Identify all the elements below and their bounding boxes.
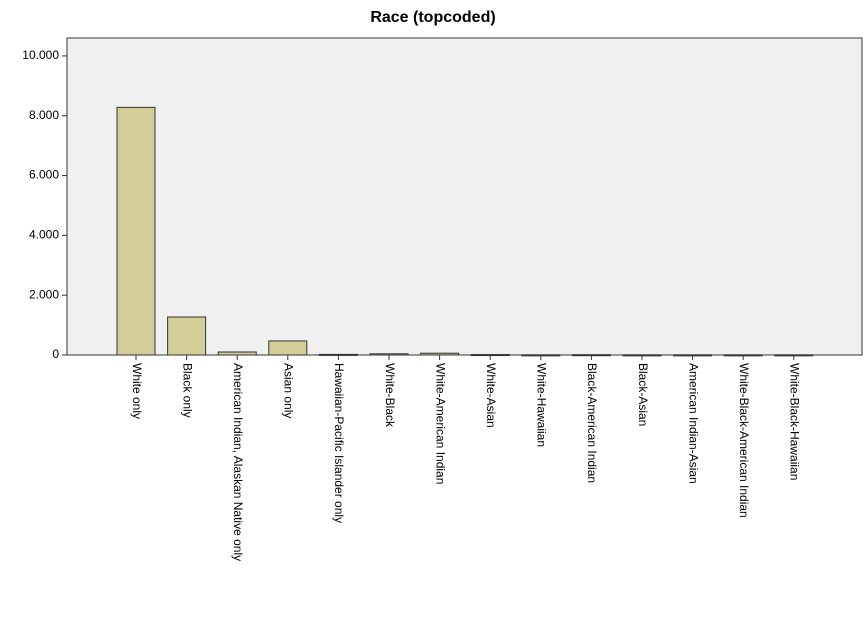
y-tick-label: 6.000 <box>29 168 59 182</box>
x-tick-label: White-Hawaiian <box>535 363 549 447</box>
bar <box>470 354 510 357</box>
x-tick-label: Black only <box>180 363 194 418</box>
plot-area <box>66 37 863 356</box>
x-tick-label: White-Black-American Indian <box>737 363 751 518</box>
y-tick-label: 2.000 <box>29 287 59 301</box>
bar <box>318 353 358 356</box>
bar <box>774 354 814 357</box>
x-tick-label: Hawaiian-Pacific Islander only <box>332 363 346 523</box>
bar <box>420 352 460 356</box>
x-tick-label: White-American Indian <box>433 363 447 484</box>
chart-title: Race (topcoded) <box>370 9 495 26</box>
x-tick-label: White only <box>130 363 144 419</box>
bar <box>116 106 156 356</box>
y-tick-label: 0 <box>52 347 59 361</box>
y-tick-label: 4.000 <box>29 228 59 242</box>
bar <box>571 354 611 357</box>
bar <box>521 354 561 357</box>
bar <box>369 353 409 356</box>
bar <box>622 354 662 357</box>
x-tick-label: Asian only <box>282 363 296 418</box>
bar <box>723 354 763 357</box>
y-tick-label: 8.000 <box>29 108 59 122</box>
x-tick-label: Black-Asian <box>636 363 650 426</box>
x-tick-label: White-Asian <box>484 363 498 428</box>
bar <box>167 316 207 356</box>
x-tick-label: American Indian, Alaskan Native only <box>231 363 245 561</box>
x-tick-label: White-Black-Hawaiian <box>788 363 802 480</box>
y-tick-label: 10.000 <box>22 48 59 62</box>
bar <box>217 351 257 356</box>
x-tick-label: Black-American Indian <box>585 363 599 483</box>
bar <box>673 354 713 357</box>
bar <box>268 340 308 356</box>
x-tick-label: American Indian-Asian <box>686 363 700 484</box>
x-tick-label: White-Black <box>383 363 397 428</box>
